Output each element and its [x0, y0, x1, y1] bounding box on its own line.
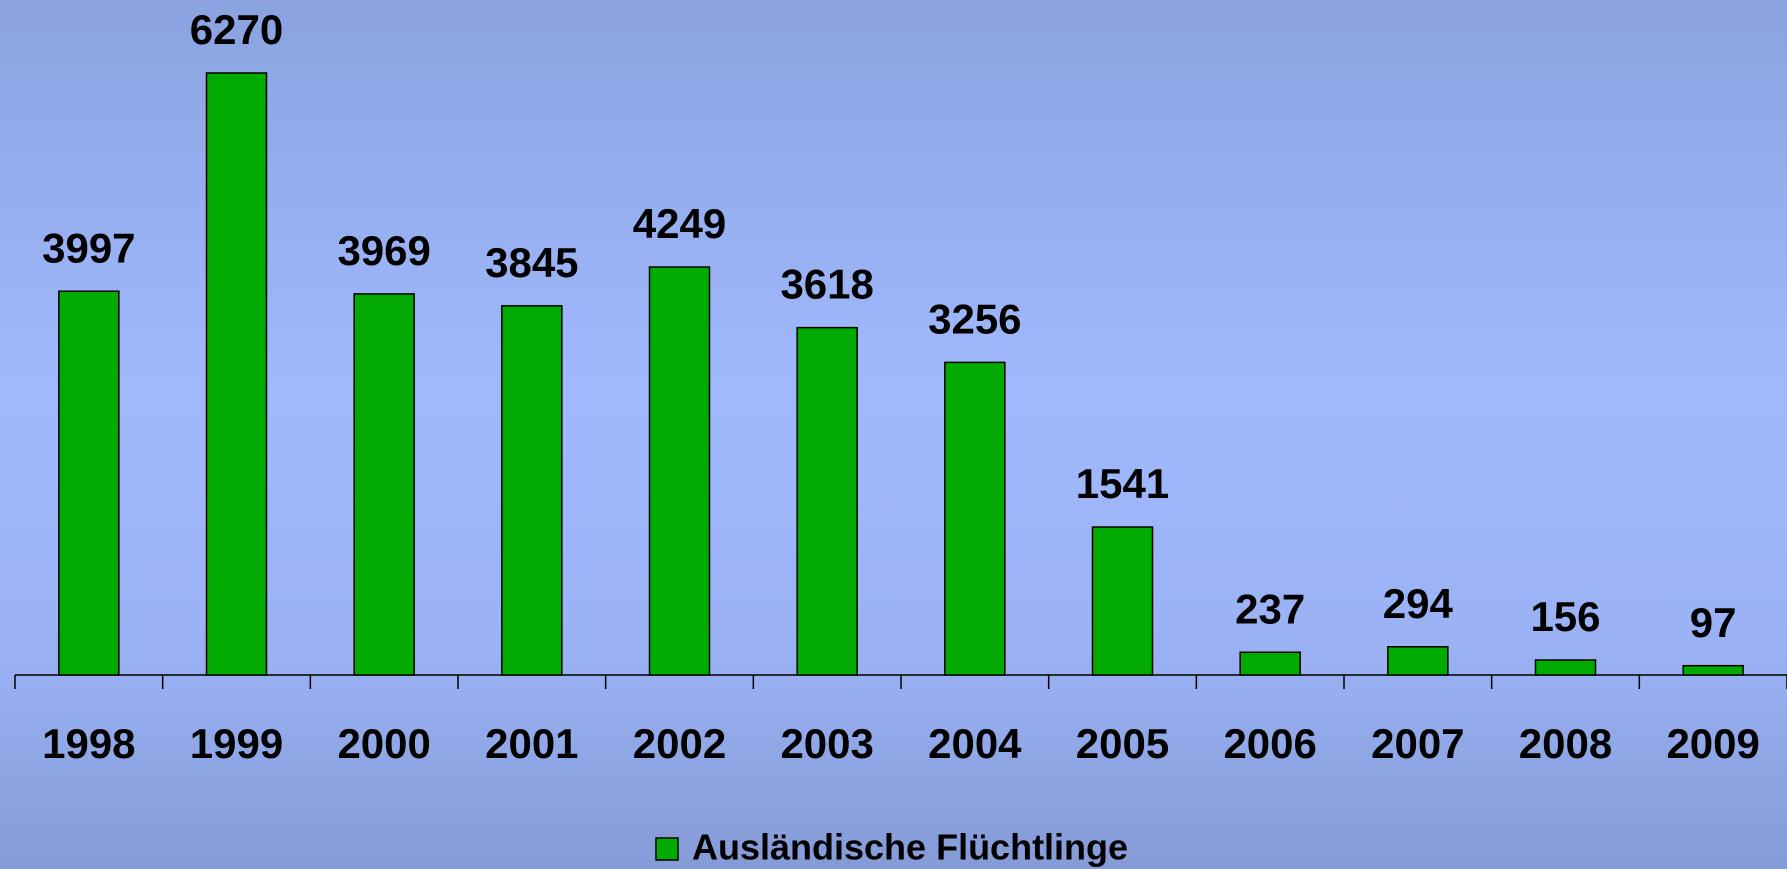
- value-label: 294: [1383, 580, 1454, 627]
- bar: [353, 293, 415, 676]
- legend-swatch: [655, 837, 679, 861]
- bar: [1387, 646, 1449, 676]
- x-tick-label: 1998: [42, 720, 135, 767]
- x-tick-label: 2003: [780, 720, 873, 767]
- legend-label: Ausländische Flüchtlinge: [692, 827, 1128, 868]
- x-tick-label: 2004: [928, 720, 1022, 767]
- x-tick-label: 1999: [190, 720, 283, 767]
- bar: [1682, 664, 1744, 676]
- value-label: 3256: [928, 295, 1021, 342]
- bar: [58, 290, 120, 676]
- x-tick-label: 2006: [1223, 720, 1316, 767]
- value-label: 6270: [190, 6, 283, 53]
- x-tick-label: 2005: [1076, 720, 1169, 767]
- value-label: 97: [1690, 599, 1737, 646]
- value-label: 1541: [1076, 460, 1169, 507]
- value-label: 3997: [42, 224, 135, 271]
- bar: [501, 305, 563, 676]
- value-label: 3845: [485, 239, 578, 286]
- x-tick-label: 2001: [485, 720, 578, 767]
- bar: [648, 266, 711, 676]
- value-label: 3969: [337, 227, 430, 274]
- value-label: 237: [1235, 585, 1305, 632]
- bar: [1534, 659, 1597, 676]
- x-tick-label: 2008: [1519, 720, 1612, 767]
- bar: [1239, 651, 1301, 676]
- bar: [1091, 526, 1154, 676]
- x-tick-label: 2000: [337, 720, 430, 767]
- x-tick-label: 2007: [1371, 720, 1464, 767]
- bar: [205, 72, 268, 676]
- value-label: 156: [1530, 593, 1600, 640]
- value-label: 4249: [633, 200, 726, 247]
- value-label: 3618: [780, 261, 873, 308]
- x-tick-label: 2002: [633, 720, 726, 767]
- bar: [944, 361, 1006, 676]
- x-tick-label: 2009: [1666, 720, 1759, 767]
- bar: [796, 326, 858, 676]
